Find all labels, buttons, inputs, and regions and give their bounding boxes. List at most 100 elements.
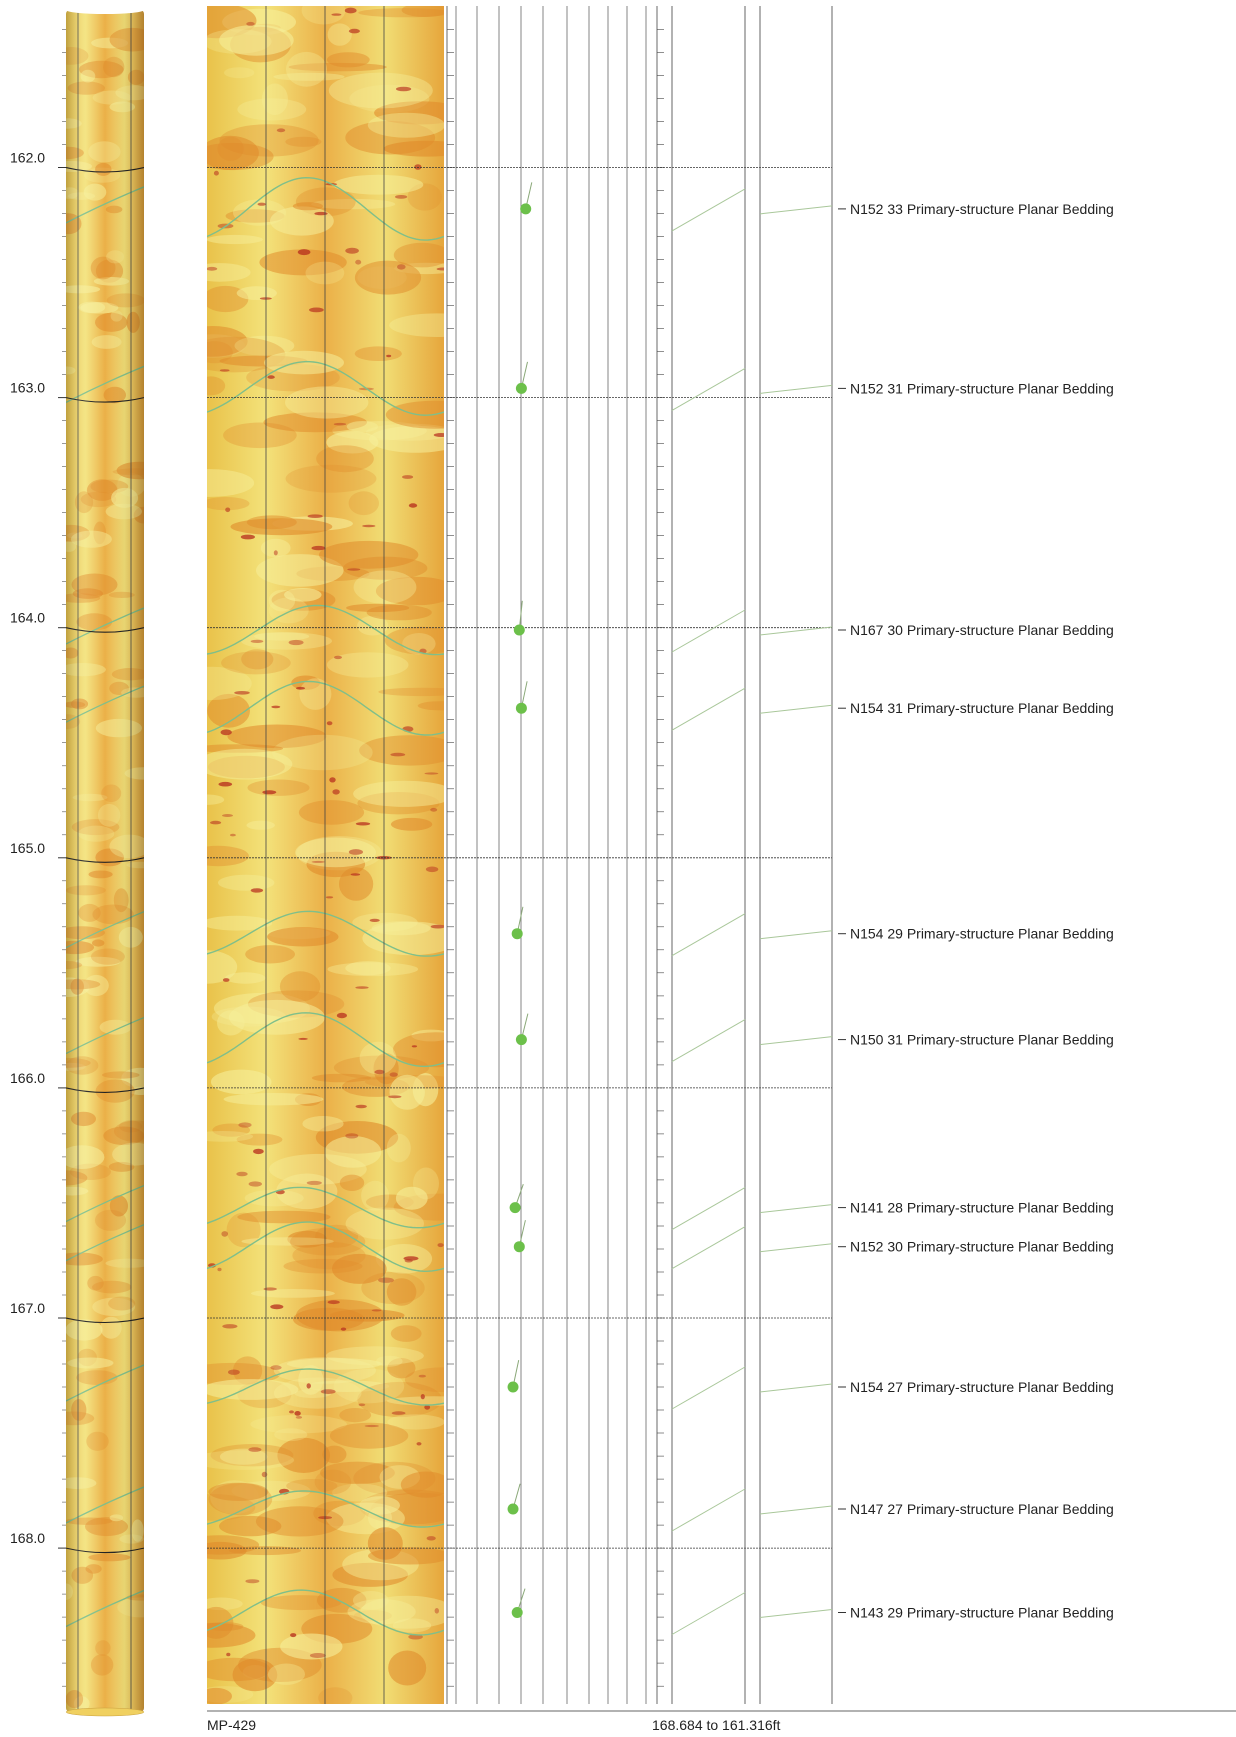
texture-spot xyxy=(414,164,422,170)
texture-blotch xyxy=(345,1207,424,1240)
texture-blotch xyxy=(320,1461,395,1485)
azimuth-stick xyxy=(759,1505,833,1515)
texture-blotch xyxy=(207,135,259,170)
texture-spot xyxy=(307,514,323,518)
texture-blotch xyxy=(207,376,226,396)
tadpole-head xyxy=(513,1241,525,1253)
texture-blotch xyxy=(267,927,339,947)
texture-blotch xyxy=(228,1546,301,1556)
texture-spot xyxy=(311,545,326,551)
texture-spot xyxy=(344,7,357,14)
texture-spot xyxy=(402,475,414,479)
texture-blotch xyxy=(328,72,433,109)
tadpole-head xyxy=(511,1607,523,1618)
texture-blotch xyxy=(367,112,444,138)
texture-blotch xyxy=(261,83,288,116)
texture-blotch xyxy=(317,1587,367,1613)
texture-blotch xyxy=(207,1606,234,1639)
texture-spot xyxy=(391,1411,406,1415)
texture-blotch xyxy=(393,1032,444,1068)
texture-blotch xyxy=(339,867,374,901)
texture-blotch xyxy=(332,1253,387,1284)
texture-blotch xyxy=(237,1210,331,1224)
texture-blotch xyxy=(386,1133,411,1163)
texture-spot xyxy=(358,1403,366,1407)
texture-blotch xyxy=(207,1657,271,1682)
texture-spot xyxy=(434,1608,439,1614)
texture-blotch xyxy=(302,1116,344,1132)
texture-blotch xyxy=(359,1041,397,1075)
tadpole-markers xyxy=(507,182,533,1618)
texture-blotch xyxy=(218,874,275,891)
feature-labels: N152 33 Primary-structure Planar Bedding… xyxy=(838,201,1114,1621)
texture-blotch xyxy=(327,962,419,977)
tadpole-head xyxy=(515,1034,527,1046)
texture-spot xyxy=(246,21,255,26)
texture-blotch xyxy=(299,678,332,710)
texture-blotch xyxy=(346,603,410,613)
texture-blotch xyxy=(207,1622,256,1648)
texture-blotch xyxy=(207,693,251,728)
texture-blotch xyxy=(207,915,273,931)
feature-label: N143 29 Primary-structure Planar Bedding xyxy=(850,1605,1114,1621)
texture-blotch xyxy=(236,286,277,300)
texture-blotch xyxy=(386,1396,444,1406)
texture-blotch xyxy=(324,1136,382,1168)
texture-blotch xyxy=(224,67,255,79)
feature-label: N154 31 Primary-structure Planar Bedding xyxy=(850,700,1114,716)
texture-blotch xyxy=(244,1189,304,1207)
tadpole-head xyxy=(511,928,523,940)
texture-blotch xyxy=(255,554,344,587)
depth-range: 168.684 to 161.316ft xyxy=(652,1717,781,1733)
texture-blotch xyxy=(389,313,444,337)
azimuth-stick xyxy=(759,704,833,714)
texture-blotch xyxy=(361,1180,390,1211)
depth-label: 162.0 xyxy=(10,150,45,166)
texture-blotch xyxy=(267,1663,305,1685)
texture-blotch xyxy=(367,1527,403,1560)
texture-spot xyxy=(311,860,325,863)
texture-spot xyxy=(389,1072,398,1077)
texture-blotch xyxy=(227,724,327,749)
texture-spot xyxy=(430,807,438,812)
cylinder-image-track xyxy=(65,6,145,1717)
texture-spot xyxy=(355,822,371,826)
texture-spot xyxy=(222,978,230,982)
unwrapped-image-track xyxy=(207,6,444,1704)
texture-spot xyxy=(355,1104,367,1109)
texture-blotch xyxy=(279,971,321,1002)
texture-blotch xyxy=(357,615,389,636)
dip-stick xyxy=(671,1226,746,1270)
texture-spot xyxy=(309,307,324,313)
texture-spot xyxy=(314,211,328,216)
texture-spot xyxy=(261,1471,268,1478)
texture-blotch xyxy=(358,8,444,18)
texture-spot xyxy=(297,249,311,256)
texture-blotch xyxy=(207,1622,244,1631)
texture-spot xyxy=(230,833,236,837)
texture-blotch xyxy=(316,445,374,473)
texture-spot xyxy=(374,1069,385,1075)
texture-blotch xyxy=(384,626,444,655)
texture-blotch xyxy=(291,675,321,690)
texture-blotch xyxy=(247,779,310,796)
texture-blotch xyxy=(207,1687,232,1704)
unwrapped-sinusoids xyxy=(207,176,444,1636)
texture-blotch xyxy=(276,1173,338,1210)
texture-spot xyxy=(396,86,412,92)
texture-blotch xyxy=(219,1448,268,1465)
texture-spot xyxy=(378,1277,394,1283)
texture-blotch xyxy=(346,421,379,433)
texture-spot xyxy=(306,1180,322,1185)
bedding-sinusoid xyxy=(207,1589,444,1636)
texture-spot xyxy=(257,202,266,206)
texture-blotch xyxy=(353,1610,392,1622)
tadpole-head xyxy=(515,702,527,714)
texture-spot xyxy=(424,1404,431,1410)
unwrapped-texture xyxy=(207,6,444,1704)
bedding-sinusoid xyxy=(207,1221,444,1273)
texture-blotch xyxy=(211,1006,286,1027)
texture-blotch xyxy=(348,491,379,516)
texture-blotch xyxy=(401,6,444,17)
